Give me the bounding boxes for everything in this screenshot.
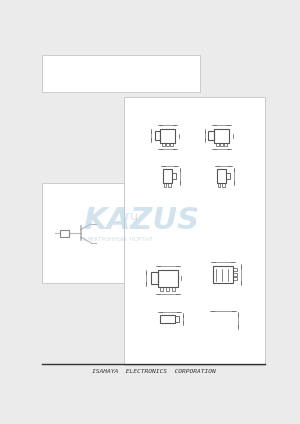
Bar xyxy=(208,131,214,140)
Bar xyxy=(160,287,163,291)
Bar xyxy=(60,229,69,237)
Bar xyxy=(233,273,237,276)
Text: ЭЛЕКТРОННЫЙ  ПОРТАЛ: ЭЛЕКТРОННЫЙ ПОРТАЛ xyxy=(83,237,152,242)
Bar xyxy=(42,55,200,92)
Bar xyxy=(42,183,124,283)
Bar xyxy=(172,173,176,179)
Bar xyxy=(213,266,233,283)
Bar xyxy=(217,170,226,183)
Bar xyxy=(166,287,169,291)
Bar xyxy=(175,316,179,321)
Bar xyxy=(216,142,219,146)
Bar xyxy=(162,142,165,146)
Bar xyxy=(214,128,229,142)
Bar xyxy=(226,173,230,179)
Bar xyxy=(222,183,225,187)
Bar xyxy=(168,183,171,187)
Bar xyxy=(233,277,237,280)
Bar xyxy=(154,131,160,140)
Bar xyxy=(172,287,175,291)
Bar xyxy=(160,128,175,142)
Bar xyxy=(158,270,178,287)
Bar xyxy=(218,183,220,187)
Bar xyxy=(124,97,266,365)
Bar xyxy=(166,142,169,146)
Text: .ru: .ru xyxy=(122,210,138,223)
Bar xyxy=(163,170,172,183)
Bar xyxy=(224,142,227,146)
Bar xyxy=(220,142,223,146)
Text: KAZUS: KAZUS xyxy=(83,206,199,235)
Bar xyxy=(170,142,173,146)
Bar xyxy=(151,272,158,284)
Bar xyxy=(164,183,166,187)
Text: ISAHAYA  ELECTRONICS  CORPORATION: ISAHAYA ELECTRONICS CORPORATION xyxy=(92,369,216,374)
Bar xyxy=(233,268,237,271)
Bar xyxy=(160,315,175,323)
